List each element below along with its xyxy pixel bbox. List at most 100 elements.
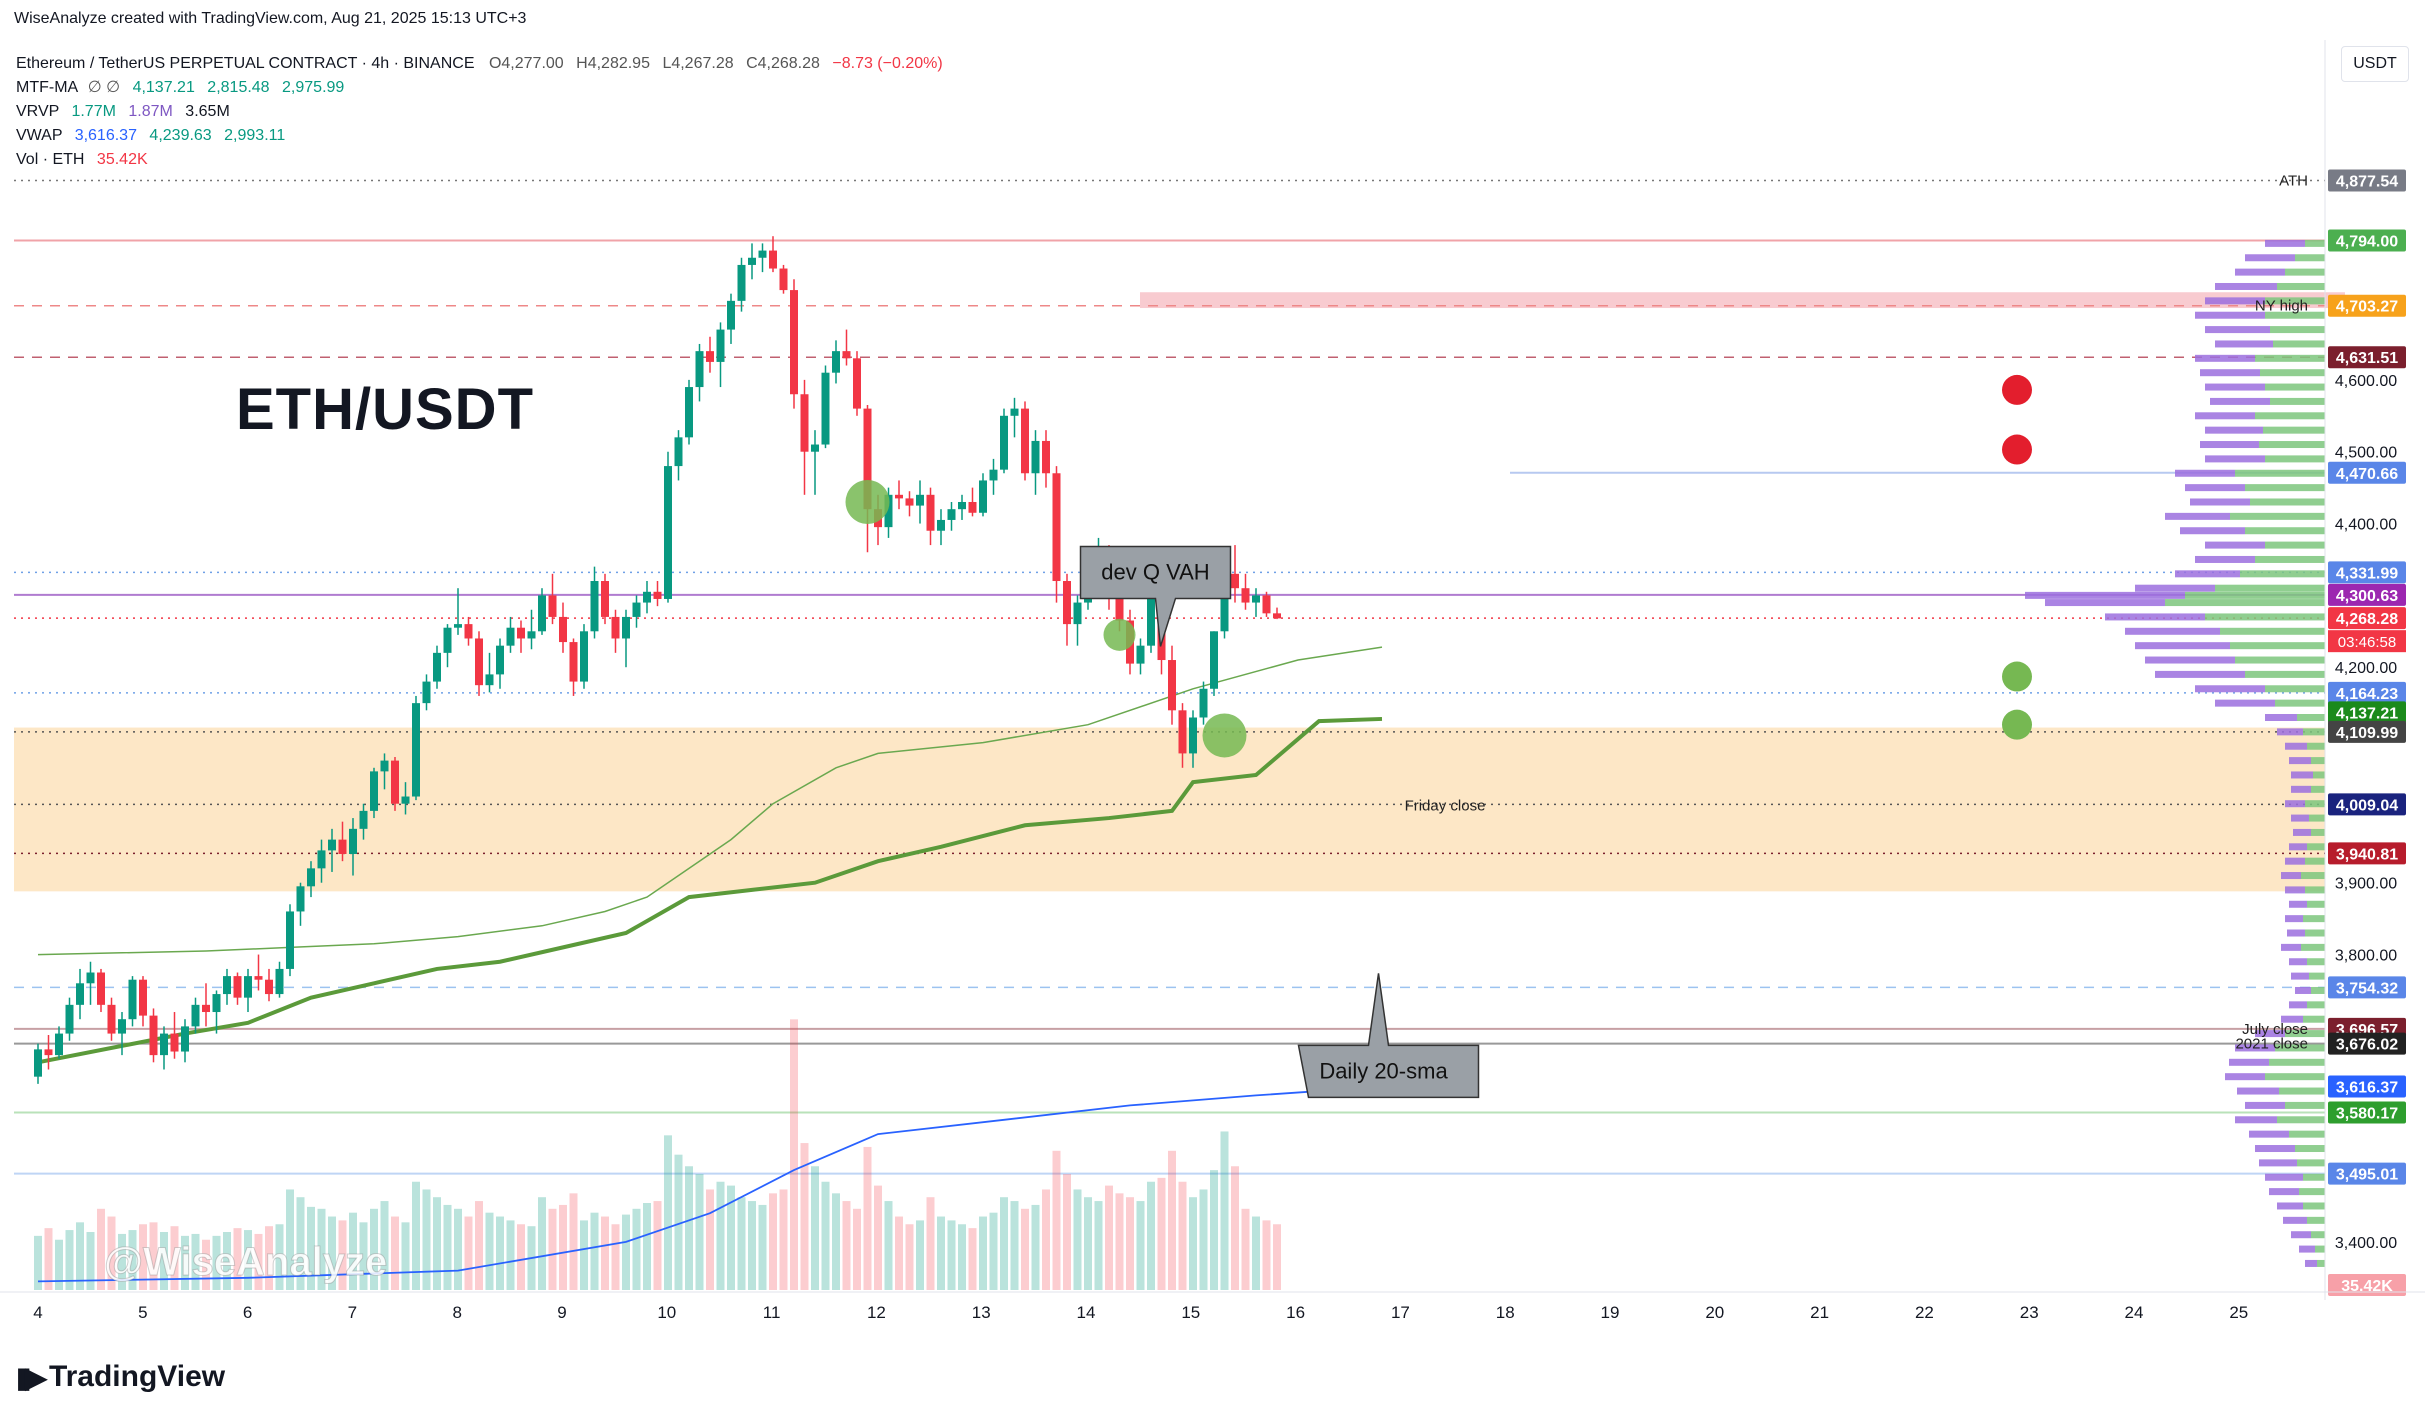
profile-bar-buy	[2215, 584, 2325, 592]
time-tick: 8	[452, 1303, 461, 1322]
candle-body	[97, 972, 105, 1005]
candle-body	[958, 501, 966, 510]
volume-bar	[548, 1208, 557, 1290]
candle-body	[695, 351, 704, 388]
profile-bar-sell	[2265, 1173, 2303, 1181]
volume-bar	[212, 1235, 221, 1290]
profile-bar-buy	[2311, 757, 2325, 765]
price-tag-label: 4,470.66	[2336, 466, 2398, 483]
volume-bar	[821, 1181, 830, 1290]
profile-bar-buy	[2305, 857, 2325, 865]
indicator-name: MTF-MA	[16, 79, 78, 96]
price-tag-label: 3,754.32	[2336, 980, 2398, 997]
candle-body	[758, 250, 767, 258]
profile-bar-buy	[2315, 1245, 2325, 1253]
indicator-volume[interactable]: Vol · ETH 35.42K	[16, 150, 148, 170]
indicator-mtf-ma[interactable]: MTF-MA ∅ ∅ 4,137.21 2,815.48 2,975.99	[16, 78, 344, 98]
price-tag	[2328, 583, 2406, 606]
ohlc-close: C4,268.28	[746, 55, 820, 72]
volume-bar	[76, 1222, 84, 1290]
volume-bar	[370, 1208, 378, 1290]
profile-bar-sell	[2285, 800, 2305, 808]
time-tick: 11	[763, 1303, 781, 1322]
volume-bar	[286, 1189, 294, 1290]
volume-bar	[107, 1216, 116, 1290]
volume-bar	[1105, 1185, 1113, 1290]
indicator-vrvp[interactable]: VRVP 1.77M 1.87M 3.65M	[16, 102, 230, 122]
profile-bar-buy	[2165, 599, 2325, 607]
price-tag-label: 35.42K	[2341, 1278, 2393, 1295]
volume-bar	[1252, 1216, 1260, 1290]
candle-body	[569, 642, 578, 682]
profile-bar-sell	[2195, 354, 2255, 362]
price-tick: 4,400.00	[2335, 517, 2397, 534]
indicator-name: Vol · ETH	[16, 151, 85, 168]
symbol-title[interactable]: Ethereum / TetherUS PERPETUAL CONTRACT ·…	[16, 55, 475, 72]
profile-bar-buy	[2260, 369, 2325, 377]
profile-bar-buy	[2220, 627, 2325, 635]
candle-body	[202, 1004, 210, 1013]
price-tag	[2328, 1101, 2406, 1124]
price-tag-label: 4,877.54	[2336, 174, 2398, 191]
profile-bar-sell	[2175, 469, 2235, 477]
volume-bar	[779, 1189, 788, 1290]
candle-body	[485, 674, 494, 686]
candle-body	[233, 976, 242, 998]
candle-body	[412, 703, 420, 797]
volume-bar	[1241, 1208, 1250, 1290]
candle-body	[842, 351, 851, 359]
volume-bar	[1136, 1201, 1145, 1290]
profile-bar-sell	[2305, 1259, 2317, 1267]
candle-body	[1210, 631, 1218, 689]
callout-label: Daily 20-sma	[1319, 1058, 1448, 1083]
ohlc-high: H4,282.95	[576, 55, 650, 72]
candle-body	[979, 480, 987, 513]
profile-bar-buy	[2299, 1188, 2325, 1196]
profile-bar-sell	[2025, 591, 2185, 599]
currency-selector[interactable]: USDT	[2341, 46, 2409, 82]
time-axis: 4 5 6 7 8 9 10 11 12 13 14 15 16 17 18 19 20 21 22 23 24 25	[0, 1291, 2425, 1322]
price-axis: 3,400.003,800.003,900.004,200.004,300.00…	[2324, 40, 2406, 1300]
indicator-value: 2,815.48	[207, 79, 270, 96]
profile-bar-buy	[2311, 1231, 2325, 1239]
volume-bar	[454, 1208, 462, 1290]
price-tag-label: 4,631.51	[2336, 350, 2398, 367]
volume-bar	[254, 1233, 263, 1290]
candle-body	[622, 616, 630, 639]
volume-bar	[758, 1204, 767, 1290]
volume-bar	[1157, 1177, 1166, 1290]
volume-bar	[139, 1224, 147, 1290]
volume-bar	[769, 1193, 777, 1290]
profile-bar-buy	[2259, 441, 2325, 449]
candle-body	[811, 444, 819, 452]
price-tag-label: 3,495.01	[2336, 1167, 2398, 1184]
price-tag-label: 3,940.81	[2336, 846, 2398, 863]
volume-bar	[926, 1197, 935, 1290]
volume-bar	[1199, 1189, 1208, 1290]
candle-body	[1262, 595, 1271, 614]
profile-bar-buy	[2275, 1044, 2325, 1052]
volume-bar	[590, 1212, 599, 1290]
candle-body	[790, 290, 798, 395]
profile-bar-sell	[2265, 239, 2305, 247]
profile-bar-buy	[2285, 1030, 2325, 1038]
candle-body	[863, 408, 872, 510]
price-tag	[2328, 229, 2406, 252]
price-tick: 4,500.00	[2335, 445, 2397, 462]
indicator-vwap[interactable]: VWAP 3,616.37 4,239.63 2,993.11	[16, 126, 285, 146]
candle-body	[968, 501, 977, 513]
tradingview-logo[interactable]: ▮▶ TradingView	[16, 1360, 225, 1394]
profile-bar-sell	[2285, 857, 2305, 865]
candle-body	[349, 828, 357, 854]
markers-layer	[845, 374, 2032, 758]
candle-body	[286, 911, 294, 969]
price-tick: 3,900.00	[2335, 876, 2397, 893]
volume-bar	[86, 1232, 95, 1290]
volume-bar	[170, 1226, 179, 1290]
profile-bar-buy	[2230, 642, 2325, 650]
profile-bar-sell	[2135, 584, 2215, 592]
volume-bar	[958, 1224, 966, 1290]
volume-bar	[716, 1181, 725, 1290]
volume-bar	[1031, 1204, 1040, 1290]
